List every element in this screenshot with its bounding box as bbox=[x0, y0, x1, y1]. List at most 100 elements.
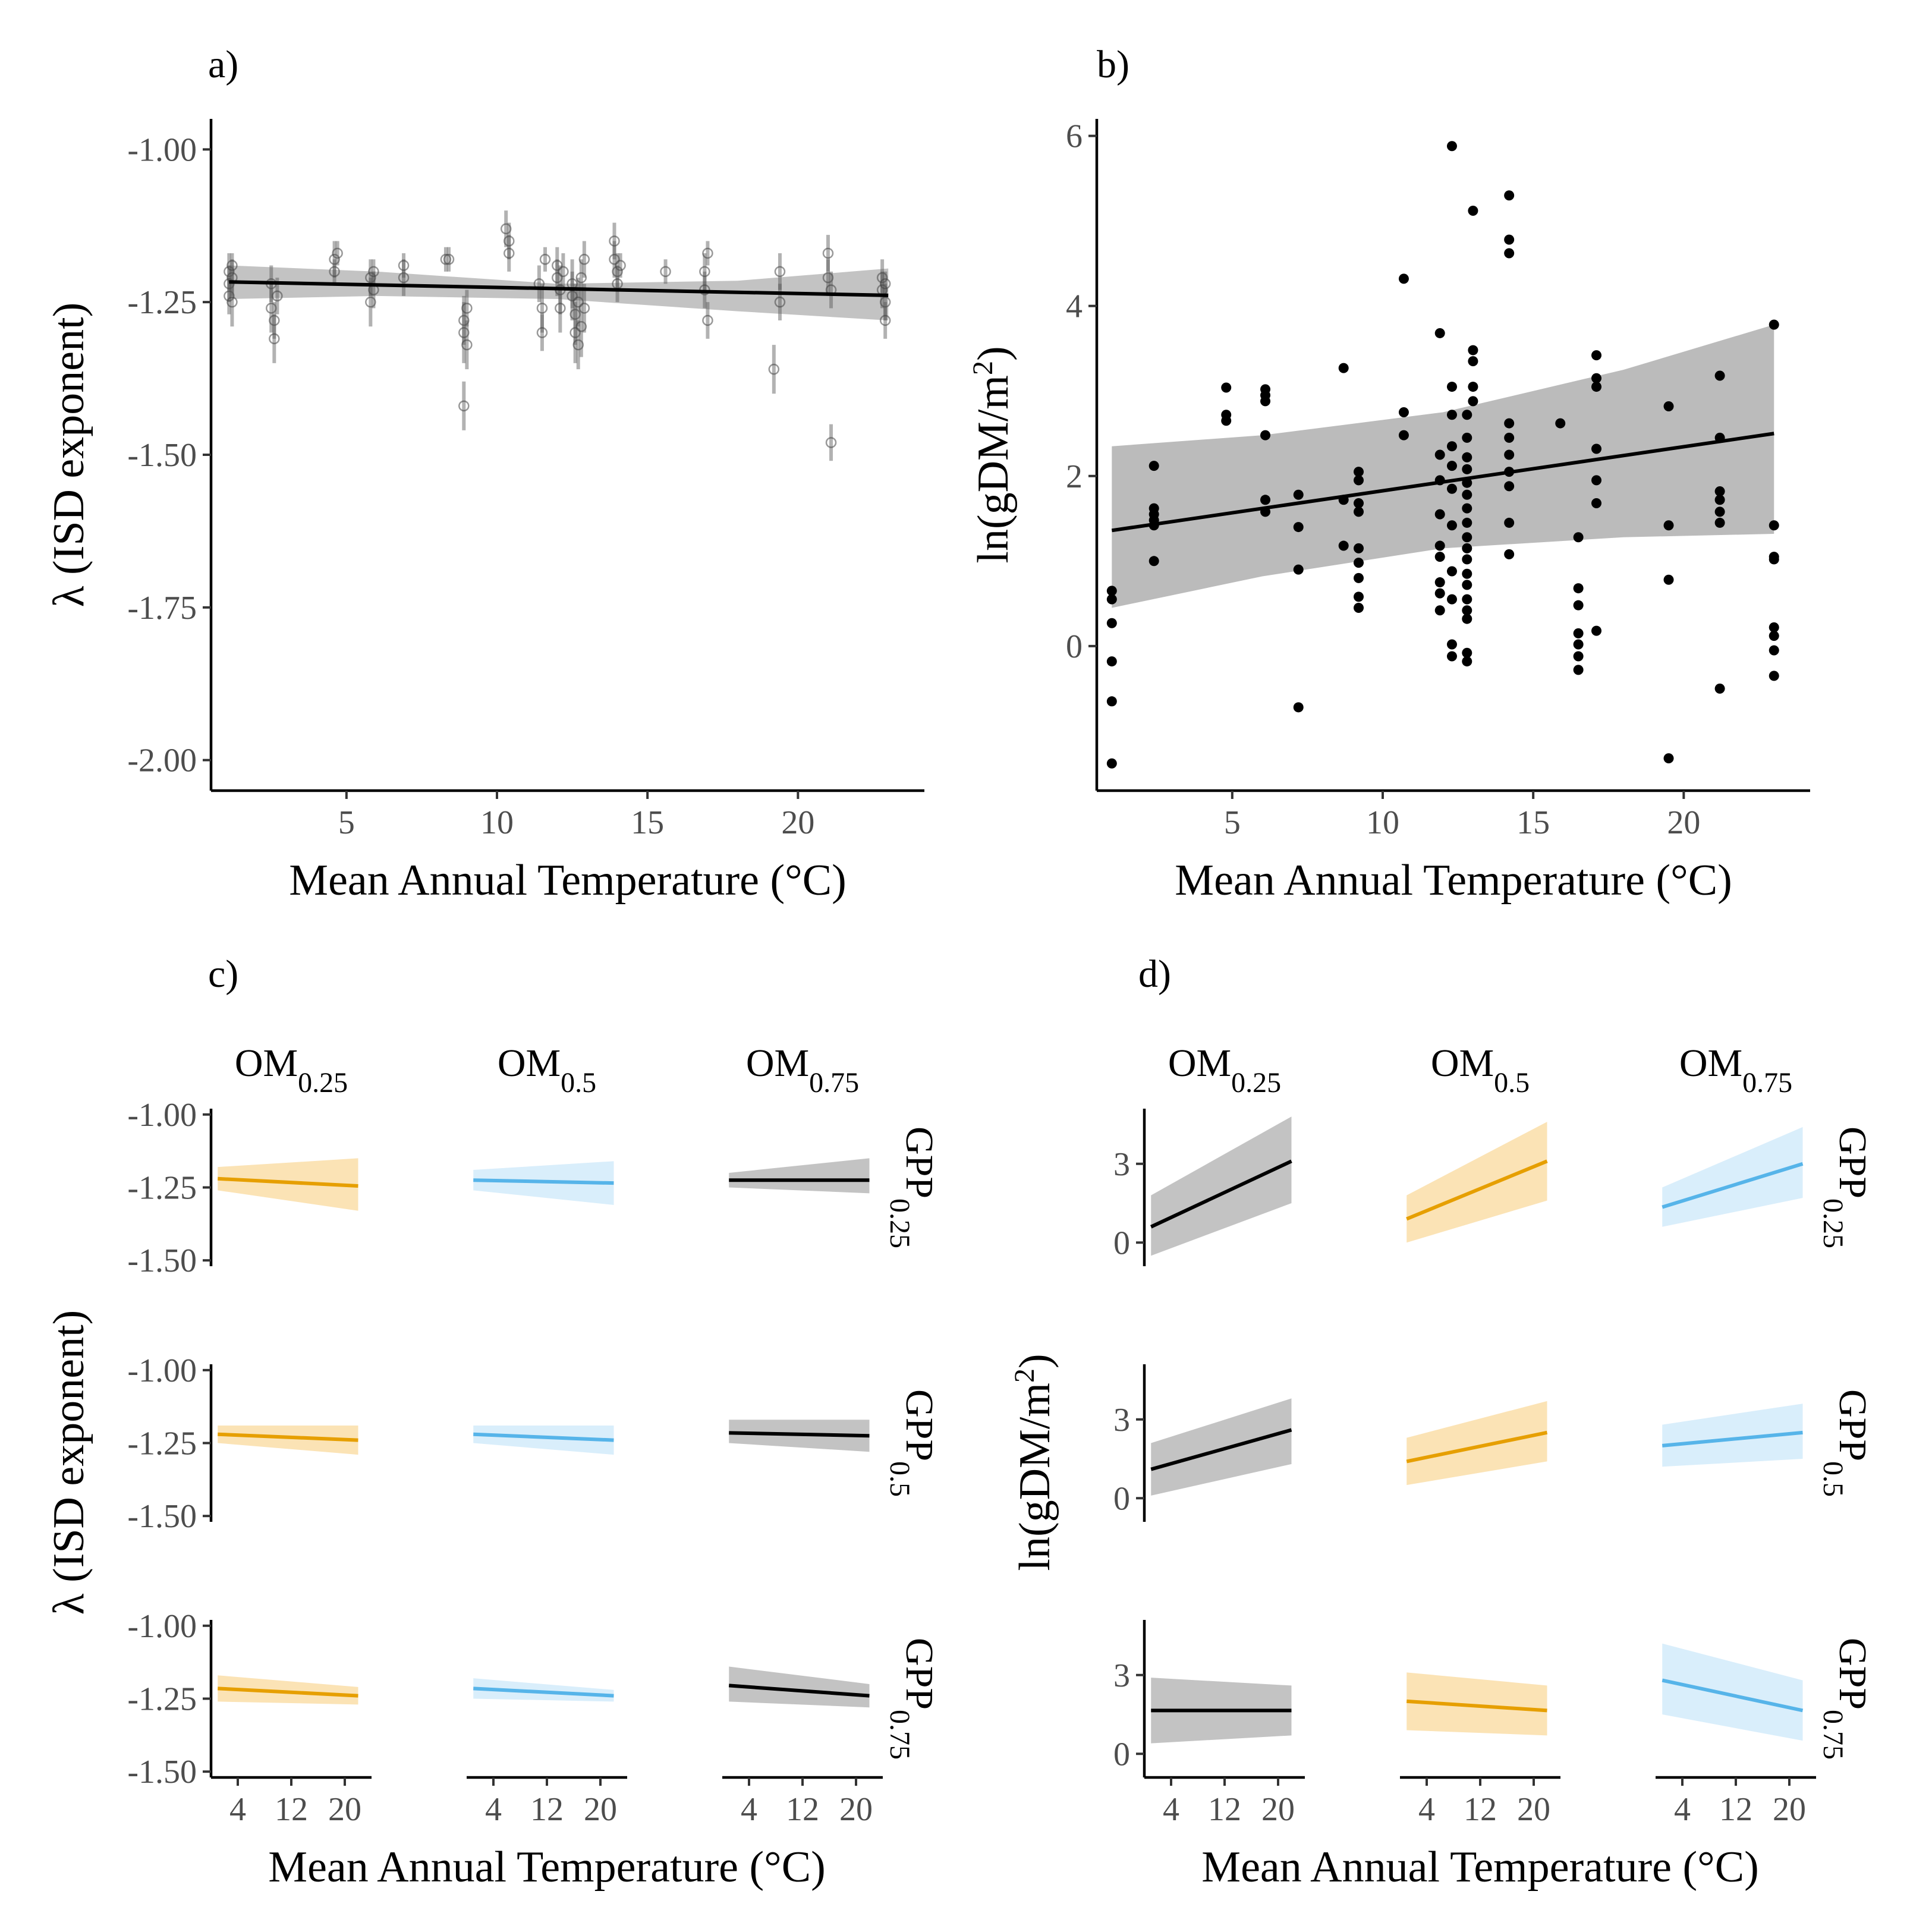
data-point bbox=[1293, 522, 1304, 533]
panel-b-chart: 0 2 4 6 5 10 15 20 Mean Annual Temperature (°C) l… bbox=[967, 118, 1810, 905]
data-point bbox=[1354, 602, 1364, 613]
y-axis-title: ln(gDM/m2) bbox=[967, 346, 1018, 563]
y-tick-label: 3 bbox=[1113, 1146, 1130, 1183]
x-axis-title: Mean Annual Temperature (°C) bbox=[1175, 856, 1732, 905]
strip-label-OM025-main: OM bbox=[235, 1041, 298, 1085]
data-point bbox=[1293, 702, 1304, 713]
data-point bbox=[1462, 464, 1472, 474]
data-point bbox=[1663, 753, 1674, 764]
data-point bbox=[1398, 430, 1409, 440]
data-point bbox=[1573, 628, 1584, 638]
data-point bbox=[768, 363, 780, 375]
fit-line bbox=[1406, 1159, 1548, 1221]
y-tick-label: 2 bbox=[1066, 458, 1083, 495]
data-point bbox=[1446, 566, 1457, 577]
data-point bbox=[1293, 564, 1304, 575]
data-point bbox=[1446, 441, 1457, 452]
data-point bbox=[1446, 141, 1457, 152]
data-point bbox=[440, 254, 452, 265]
fit-line bbox=[729, 1684, 870, 1698]
data-point bbox=[504, 247, 515, 259]
y-axis-title-exp: 2 bbox=[967, 361, 999, 375]
x-tick-label: 20 bbox=[839, 1791, 873, 1828]
strip-label-sub: 0.75 bbox=[1818, 1710, 1849, 1760]
data-point bbox=[1714, 495, 1725, 505]
strip-label-OM025-sub: 0.25 bbox=[298, 1067, 348, 1099]
data-point bbox=[1462, 517, 1472, 528]
data-point bbox=[825, 437, 837, 448]
confidence-band bbox=[1662, 1404, 1803, 1467]
data-point bbox=[1462, 580, 1472, 590]
data-point bbox=[504, 235, 515, 247]
confidence-band bbox=[729, 1666, 870, 1708]
confidence-band bbox=[729, 1158, 870, 1194]
x-tick-label: 12 bbox=[530, 1791, 564, 1828]
fit-line bbox=[218, 1686, 358, 1698]
data-point bbox=[1446, 520, 1457, 531]
strip-label-OM075-sub: 0.75 bbox=[1742, 1067, 1792, 1099]
data-point bbox=[1148, 461, 1159, 471]
fit-line bbox=[1111, 432, 1774, 533]
y-tick-label: -1.50 bbox=[127, 1754, 197, 1791]
x-tick-label: 4 bbox=[1674, 1791, 1691, 1828]
data-point bbox=[1769, 552, 1779, 562]
y-tick-label: 0 bbox=[1113, 1225, 1130, 1261]
data-point bbox=[1714, 506, 1725, 517]
data-point bbox=[1591, 382, 1602, 392]
data-point bbox=[1354, 572, 1364, 583]
x-tick-label: 20 bbox=[1773, 1791, 1806, 1828]
strip-label-sub: 0.5 bbox=[1818, 1461, 1849, 1497]
data-point bbox=[569, 327, 581, 338]
data-point bbox=[1769, 622, 1779, 633]
data-point bbox=[365, 272, 376, 284]
data-point bbox=[1462, 568, 1472, 579]
confidence-band bbox=[1406, 1401, 1547, 1486]
strip-label-OM075: OM0.75 bbox=[1679, 1041, 1792, 1099]
data-point bbox=[1398, 273, 1409, 284]
data-point bbox=[536, 303, 548, 314]
data-point bbox=[1106, 618, 1117, 628]
x-tick-label: 5 bbox=[338, 804, 355, 841]
data-point bbox=[1714, 683, 1725, 694]
y-tick-label: -1.25 bbox=[127, 1426, 197, 1462]
data-point bbox=[536, 327, 548, 338]
data-point bbox=[822, 272, 834, 284]
data-point bbox=[1434, 605, 1445, 616]
data-point bbox=[699, 266, 710, 278]
data-point bbox=[368, 266, 379, 278]
data-point bbox=[1504, 517, 1515, 528]
data-point bbox=[1468, 205, 1478, 216]
strip-label-GPP075: GPP0.75 bbox=[1818, 1638, 1875, 1760]
data-point bbox=[269, 314, 280, 326]
x-tick-label: 20 bbox=[584, 1791, 617, 1828]
data-point bbox=[1504, 549, 1515, 559]
data-point bbox=[1106, 586, 1117, 596]
confidence-band bbox=[218, 1675, 358, 1705]
x-tick-label: 4 bbox=[485, 1791, 502, 1828]
data-point bbox=[879, 296, 891, 308]
data-point bbox=[1591, 373, 1602, 383]
data-point bbox=[1462, 432, 1472, 443]
x-tick-label: 4 bbox=[1418, 1791, 1435, 1828]
confidence-band bbox=[1662, 1127, 1803, 1227]
strip-label-sub: 0.25 bbox=[885, 1198, 916, 1248]
x-tick-label: 20 bbox=[781, 804, 814, 841]
x-tick-label: 15 bbox=[1516, 804, 1550, 841]
x-tick-label: 12 bbox=[275, 1791, 308, 1828]
data-point bbox=[1504, 449, 1515, 460]
confidence-band bbox=[218, 1426, 358, 1455]
fit-line bbox=[473, 1432, 614, 1442]
strip-label-main: GPP bbox=[1831, 1638, 1874, 1710]
y-axis-title-close: ) bbox=[1011, 1354, 1059, 1368]
y-tick-label: -1.00 bbox=[127, 1608, 197, 1645]
data-point bbox=[1573, 532, 1584, 543]
y-tick-label: 4 bbox=[1066, 288, 1083, 325]
data-point bbox=[822, 247, 834, 259]
y-tick-label: -1.00 bbox=[127, 1097, 197, 1134]
fit-line bbox=[1406, 1699, 1547, 1713]
y-tick-label: -1.00 bbox=[127, 131, 197, 168]
data-point bbox=[1462, 543, 1472, 553]
strip-label-sub: 0.25 bbox=[1818, 1198, 1849, 1248]
y-tick-label: 3 bbox=[1113, 1657, 1130, 1694]
